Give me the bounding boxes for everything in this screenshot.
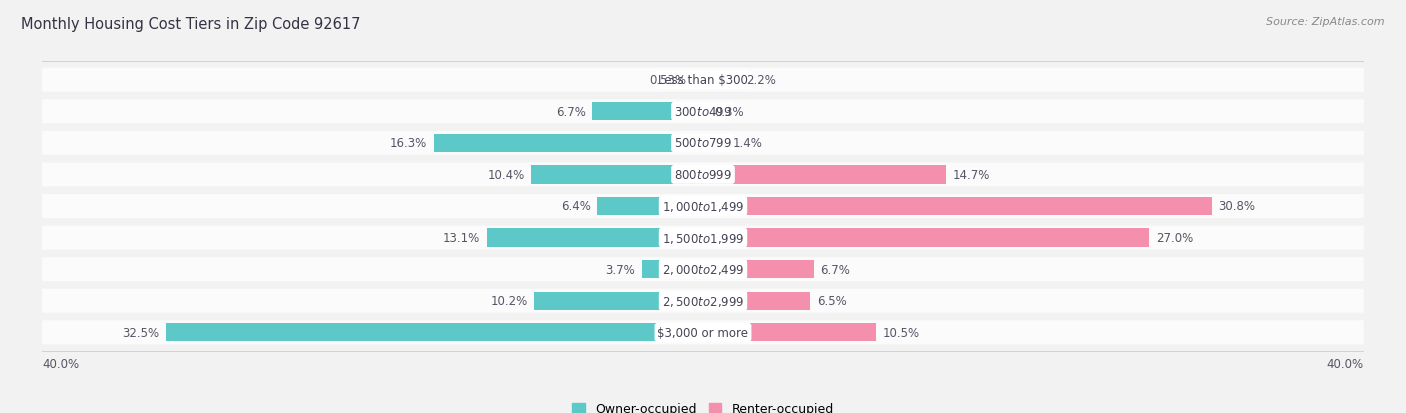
Text: $800 to $999: $800 to $999 — [673, 169, 733, 181]
FancyBboxPatch shape — [42, 69, 1364, 93]
Text: 13.1%: 13.1% — [443, 232, 479, 244]
Text: 10.5%: 10.5% — [883, 326, 920, 339]
Text: $1,500 to $1,999: $1,500 to $1,999 — [662, 231, 744, 245]
Text: 14.7%: 14.7% — [952, 169, 990, 181]
Text: Source: ZipAtlas.com: Source: ZipAtlas.com — [1267, 17, 1385, 26]
Text: 30.8%: 30.8% — [1219, 200, 1256, 213]
Text: $500 to $799: $500 to $799 — [673, 137, 733, 150]
Bar — [592, 103, 703, 121]
Text: 16.3%: 16.3% — [389, 137, 427, 150]
FancyBboxPatch shape — [42, 320, 1364, 344]
Text: 40.0%: 40.0% — [1327, 357, 1364, 370]
Bar — [703, 323, 876, 342]
Text: 2.2%: 2.2% — [747, 74, 776, 87]
FancyBboxPatch shape — [42, 289, 1364, 313]
FancyBboxPatch shape — [42, 163, 1364, 187]
Bar — [703, 229, 1149, 247]
Text: Monthly Housing Cost Tiers in Zip Code 92617: Monthly Housing Cost Tiers in Zip Code 9… — [21, 17, 360, 31]
Text: $3,000 or more: $3,000 or more — [658, 326, 748, 339]
Text: $1,000 to $1,499: $1,000 to $1,499 — [662, 199, 744, 214]
Text: $2,500 to $2,999: $2,500 to $2,999 — [662, 294, 744, 308]
FancyBboxPatch shape — [42, 131, 1364, 155]
Bar — [703, 134, 725, 153]
Text: 10.2%: 10.2% — [491, 294, 527, 308]
Bar — [703, 166, 946, 184]
Bar — [703, 103, 709, 121]
Text: 6.7%: 6.7% — [820, 263, 851, 276]
Text: 10.4%: 10.4% — [488, 169, 524, 181]
Bar — [433, 134, 703, 153]
Text: 32.5%: 32.5% — [122, 326, 159, 339]
Text: 6.7%: 6.7% — [555, 105, 586, 119]
Text: Less than $300: Less than $300 — [658, 74, 748, 87]
Text: 27.0%: 27.0% — [1156, 232, 1192, 244]
Bar — [703, 260, 814, 279]
Bar — [531, 166, 703, 184]
Text: 0.3%: 0.3% — [714, 105, 744, 119]
Bar — [703, 71, 740, 90]
Text: 0.53%: 0.53% — [650, 74, 686, 87]
Bar — [695, 71, 703, 90]
Text: $300 to $499: $300 to $499 — [673, 105, 733, 119]
Bar — [166, 323, 703, 342]
Bar — [703, 292, 810, 310]
FancyBboxPatch shape — [42, 100, 1364, 124]
Bar — [534, 292, 703, 310]
Legend: Owner-occupied, Renter-occupied: Owner-occupied, Renter-occupied — [568, 397, 838, 413]
Bar — [703, 197, 1212, 216]
FancyBboxPatch shape — [42, 195, 1364, 218]
Text: 6.5%: 6.5% — [817, 294, 846, 308]
FancyBboxPatch shape — [42, 226, 1364, 250]
Bar — [643, 260, 703, 279]
FancyBboxPatch shape — [42, 258, 1364, 282]
Text: 3.7%: 3.7% — [606, 263, 636, 276]
Bar — [598, 197, 703, 216]
Text: 6.4%: 6.4% — [561, 200, 591, 213]
Text: $2,000 to $2,499: $2,000 to $2,499 — [662, 263, 744, 276]
Text: 1.4%: 1.4% — [733, 137, 762, 150]
Bar — [486, 229, 703, 247]
Text: 40.0%: 40.0% — [42, 357, 79, 370]
